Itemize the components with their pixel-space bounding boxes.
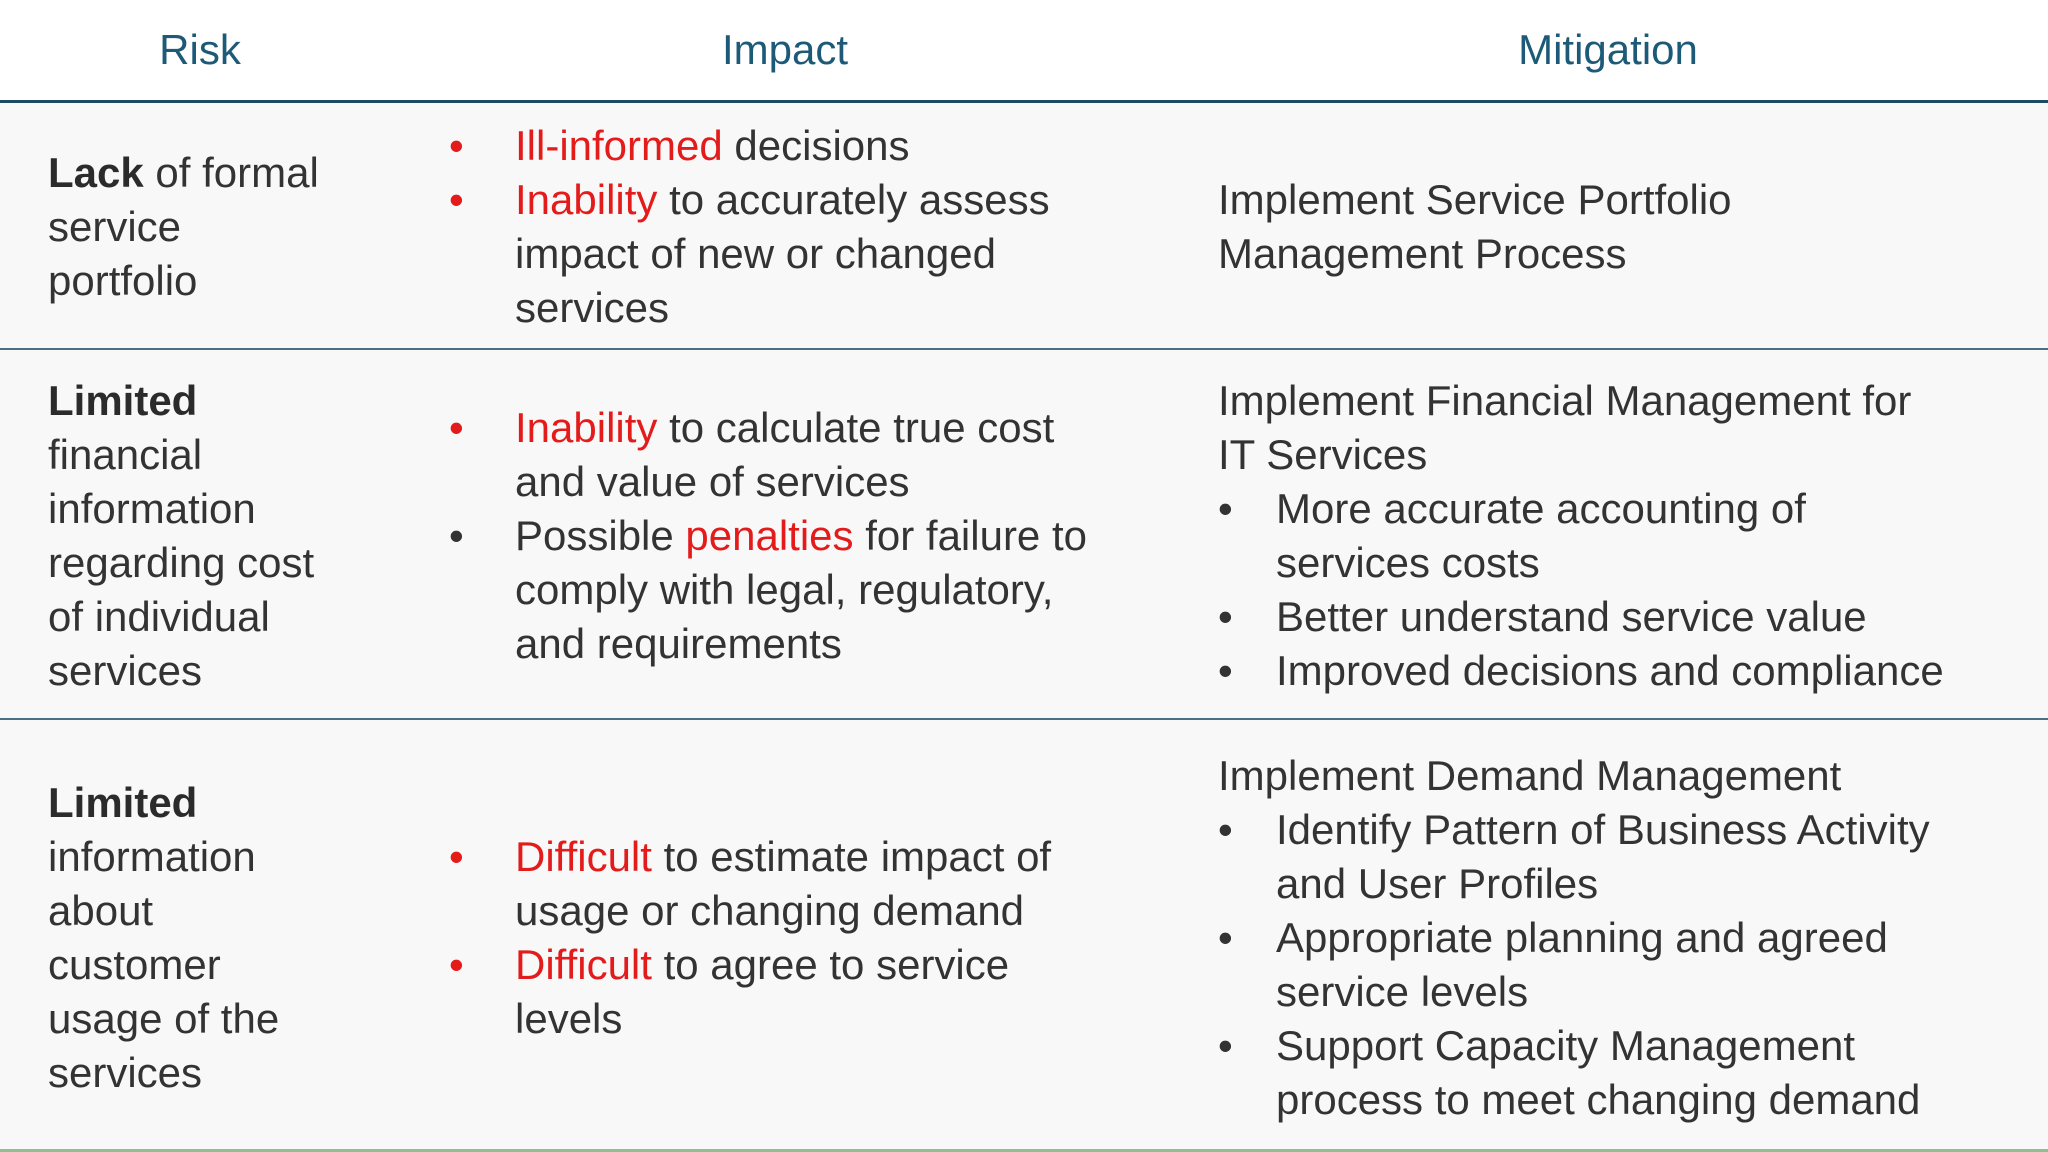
bullet-icon: • — [1218, 914, 1233, 961]
impact-text: to calculate true cost — [657, 404, 1055, 451]
bullet-icon: • — [1218, 593, 1233, 640]
risk-text: services — [48, 1049, 203, 1096]
risk-text: usage of the — [48, 995, 280, 1042]
bullet-icon: • — [449, 512, 464, 559]
bullet-icon: • — [449, 122, 464, 169]
row-divider — [0, 718, 2048, 720]
risk-text: of formal — [143, 149, 319, 196]
risk-text: about — [48, 887, 154, 934]
risk-text: services — [48, 647, 203, 694]
list-item: • Inability to calculate true cost and v… — [449, 401, 1087, 509]
risk-text: information — [48, 833, 256, 880]
mitigation-text: More accurate accounting of — [1276, 485, 1806, 532]
risk-text: customer — [48, 941, 221, 988]
mitigation-text: and User Profiles — [1276, 860, 1599, 907]
highlight-text: Ill-informed — [515, 122, 723, 169]
risk-keyword: Lack — [48, 149, 144, 196]
impact-text: Possible — [515, 512, 686, 559]
mitigation-text: service levels — [1276, 968, 1529, 1015]
mitigation-cell: Implement Service Portfolio Management P… — [1218, 173, 1732, 281]
column-header-impact: Impact — [721, 26, 849, 73]
risk-text: regarding cost — [48, 539, 315, 586]
mitigation-cell: Implement Financial Management for IT Se… — [1218, 374, 1944, 698]
table-bottom-border — [0, 1149, 2048, 1152]
impact-text: to estimate impact of — [651, 833, 1052, 880]
mitigation-text: Better understand service value — [1276, 593, 1867, 640]
list-item: • More accurate accounting of services c… — [1218, 482, 1944, 590]
mitigation-heading: Implement Service Portfolio — [1218, 176, 1732, 223]
table-row — [0, 350, 2048, 718]
risk-keyword: Limited — [48, 377, 198, 424]
risk-text: financial — [48, 431, 203, 478]
risk-text: information — [48, 485, 256, 532]
list-item: • Inability to accurately assess impact … — [449, 173, 1050, 335]
highlight-text: Difficult — [515, 941, 652, 988]
impact-text: services — [515, 284, 670, 331]
impact-text: and value of services — [515, 458, 910, 505]
impact-cell: • Difficult to estimate impact of usage … — [449, 830, 1051, 1046]
impact-text: comply with legal, regulatory, — [515, 566, 1054, 613]
list-item: • Difficult to estimate impact of usage … — [449, 830, 1051, 938]
impact-text: decisions — [722, 122, 910, 169]
bullet-icon: • — [449, 941, 464, 988]
risk-cell: Limited financial information regarding … — [48, 374, 314, 698]
impact-text: to agree to service — [651, 941, 1010, 988]
bullet-icon: • — [1218, 806, 1233, 853]
risk-text: of individual — [48, 593, 270, 640]
list-item: • Improved decisions and compliance — [1218, 644, 1944, 698]
column-header-risk: Risk — [159, 26, 241, 73]
list-item: • Support Capacity Management process to… — [1218, 1019, 1930, 1127]
impact-text: to accurately assess — [657, 176, 1050, 223]
impact-text: for failure to — [853, 512, 1087, 559]
highlight-text: Inability — [515, 176, 658, 223]
risk-text: service — [48, 203, 182, 250]
mitigation-text: Appropriate planning and agreed — [1276, 914, 1888, 961]
risk-text: portfolio — [48, 257, 198, 304]
mitigation-heading: Management Process — [1218, 230, 1627, 277]
mitigation-cell: Implement Demand Management • Identify P… — [1218, 749, 1930, 1127]
impact-text: and requirements — [515, 620, 842, 667]
list-item: • Better understand service value — [1218, 590, 1944, 644]
mitigation-heading: IT Services — [1218, 431, 1428, 478]
impact-cell: • Inability to calculate true cost and v… — [449, 401, 1087, 671]
risk-cell: Limited information about customer usage… — [48, 776, 279, 1100]
list-item: • Ill-informed decisions — [449, 119, 1050, 173]
mitigation-heading: Implement Demand Management — [1218, 752, 1842, 799]
highlight-text: Difficult — [515, 833, 652, 880]
impact-text: impact of new or changed — [515, 230, 996, 277]
mitigation-text: Support Capacity Management — [1276, 1022, 1855, 1069]
mitigation-text: process to meet changing demand — [1276, 1076, 1921, 1123]
bullet-icon: • — [449, 404, 464, 451]
bullet-icon: • — [449, 176, 464, 223]
list-item: • Possible penalties for failure to comp… — [449, 509, 1087, 671]
table-row — [0, 103, 2048, 348]
impact-text: usage or changing demand — [515, 887, 1025, 934]
bullet-icon: • — [1218, 647, 1233, 694]
mitigation-text: Identify Pattern of Business Activity — [1276, 806, 1930, 853]
bullet-icon: • — [1218, 1022, 1233, 1069]
list-item: • Identify Pattern of Business Activity … — [1218, 803, 1930, 911]
impact-cell: • Ill-informed decisions • Inability to … — [449, 119, 1050, 335]
highlight-text: penalties — [685, 512, 854, 559]
impact-text: levels — [515, 995, 623, 1042]
table-header: Risk Impact Mitigation — [0, 0, 2048, 102]
bullet-icon: • — [1218, 485, 1233, 532]
column-header-mitigation: Mitigation — [1518, 26, 1698, 73]
header-divider — [0, 100, 2048, 103]
mitigation-text: Improved decisions and compliance — [1276, 647, 1944, 694]
mitigation-text: services costs — [1276, 539, 1540, 586]
bullet-icon: • — [449, 833, 464, 880]
mitigation-heading: Implement Financial Management for — [1218, 377, 1912, 424]
risk-keyword: Limited — [48, 779, 198, 826]
highlight-text: Inability — [515, 404, 658, 451]
table-row — [0, 720, 2048, 1149]
row-divider — [0, 348, 2048, 350]
list-item: • Appropriate planning and agreed servic… — [1218, 911, 1930, 1019]
list-item: • Difficult to agree to service levels — [449, 938, 1051, 1046]
risk-cell: Lack of formal service portfolio — [48, 146, 319, 308]
